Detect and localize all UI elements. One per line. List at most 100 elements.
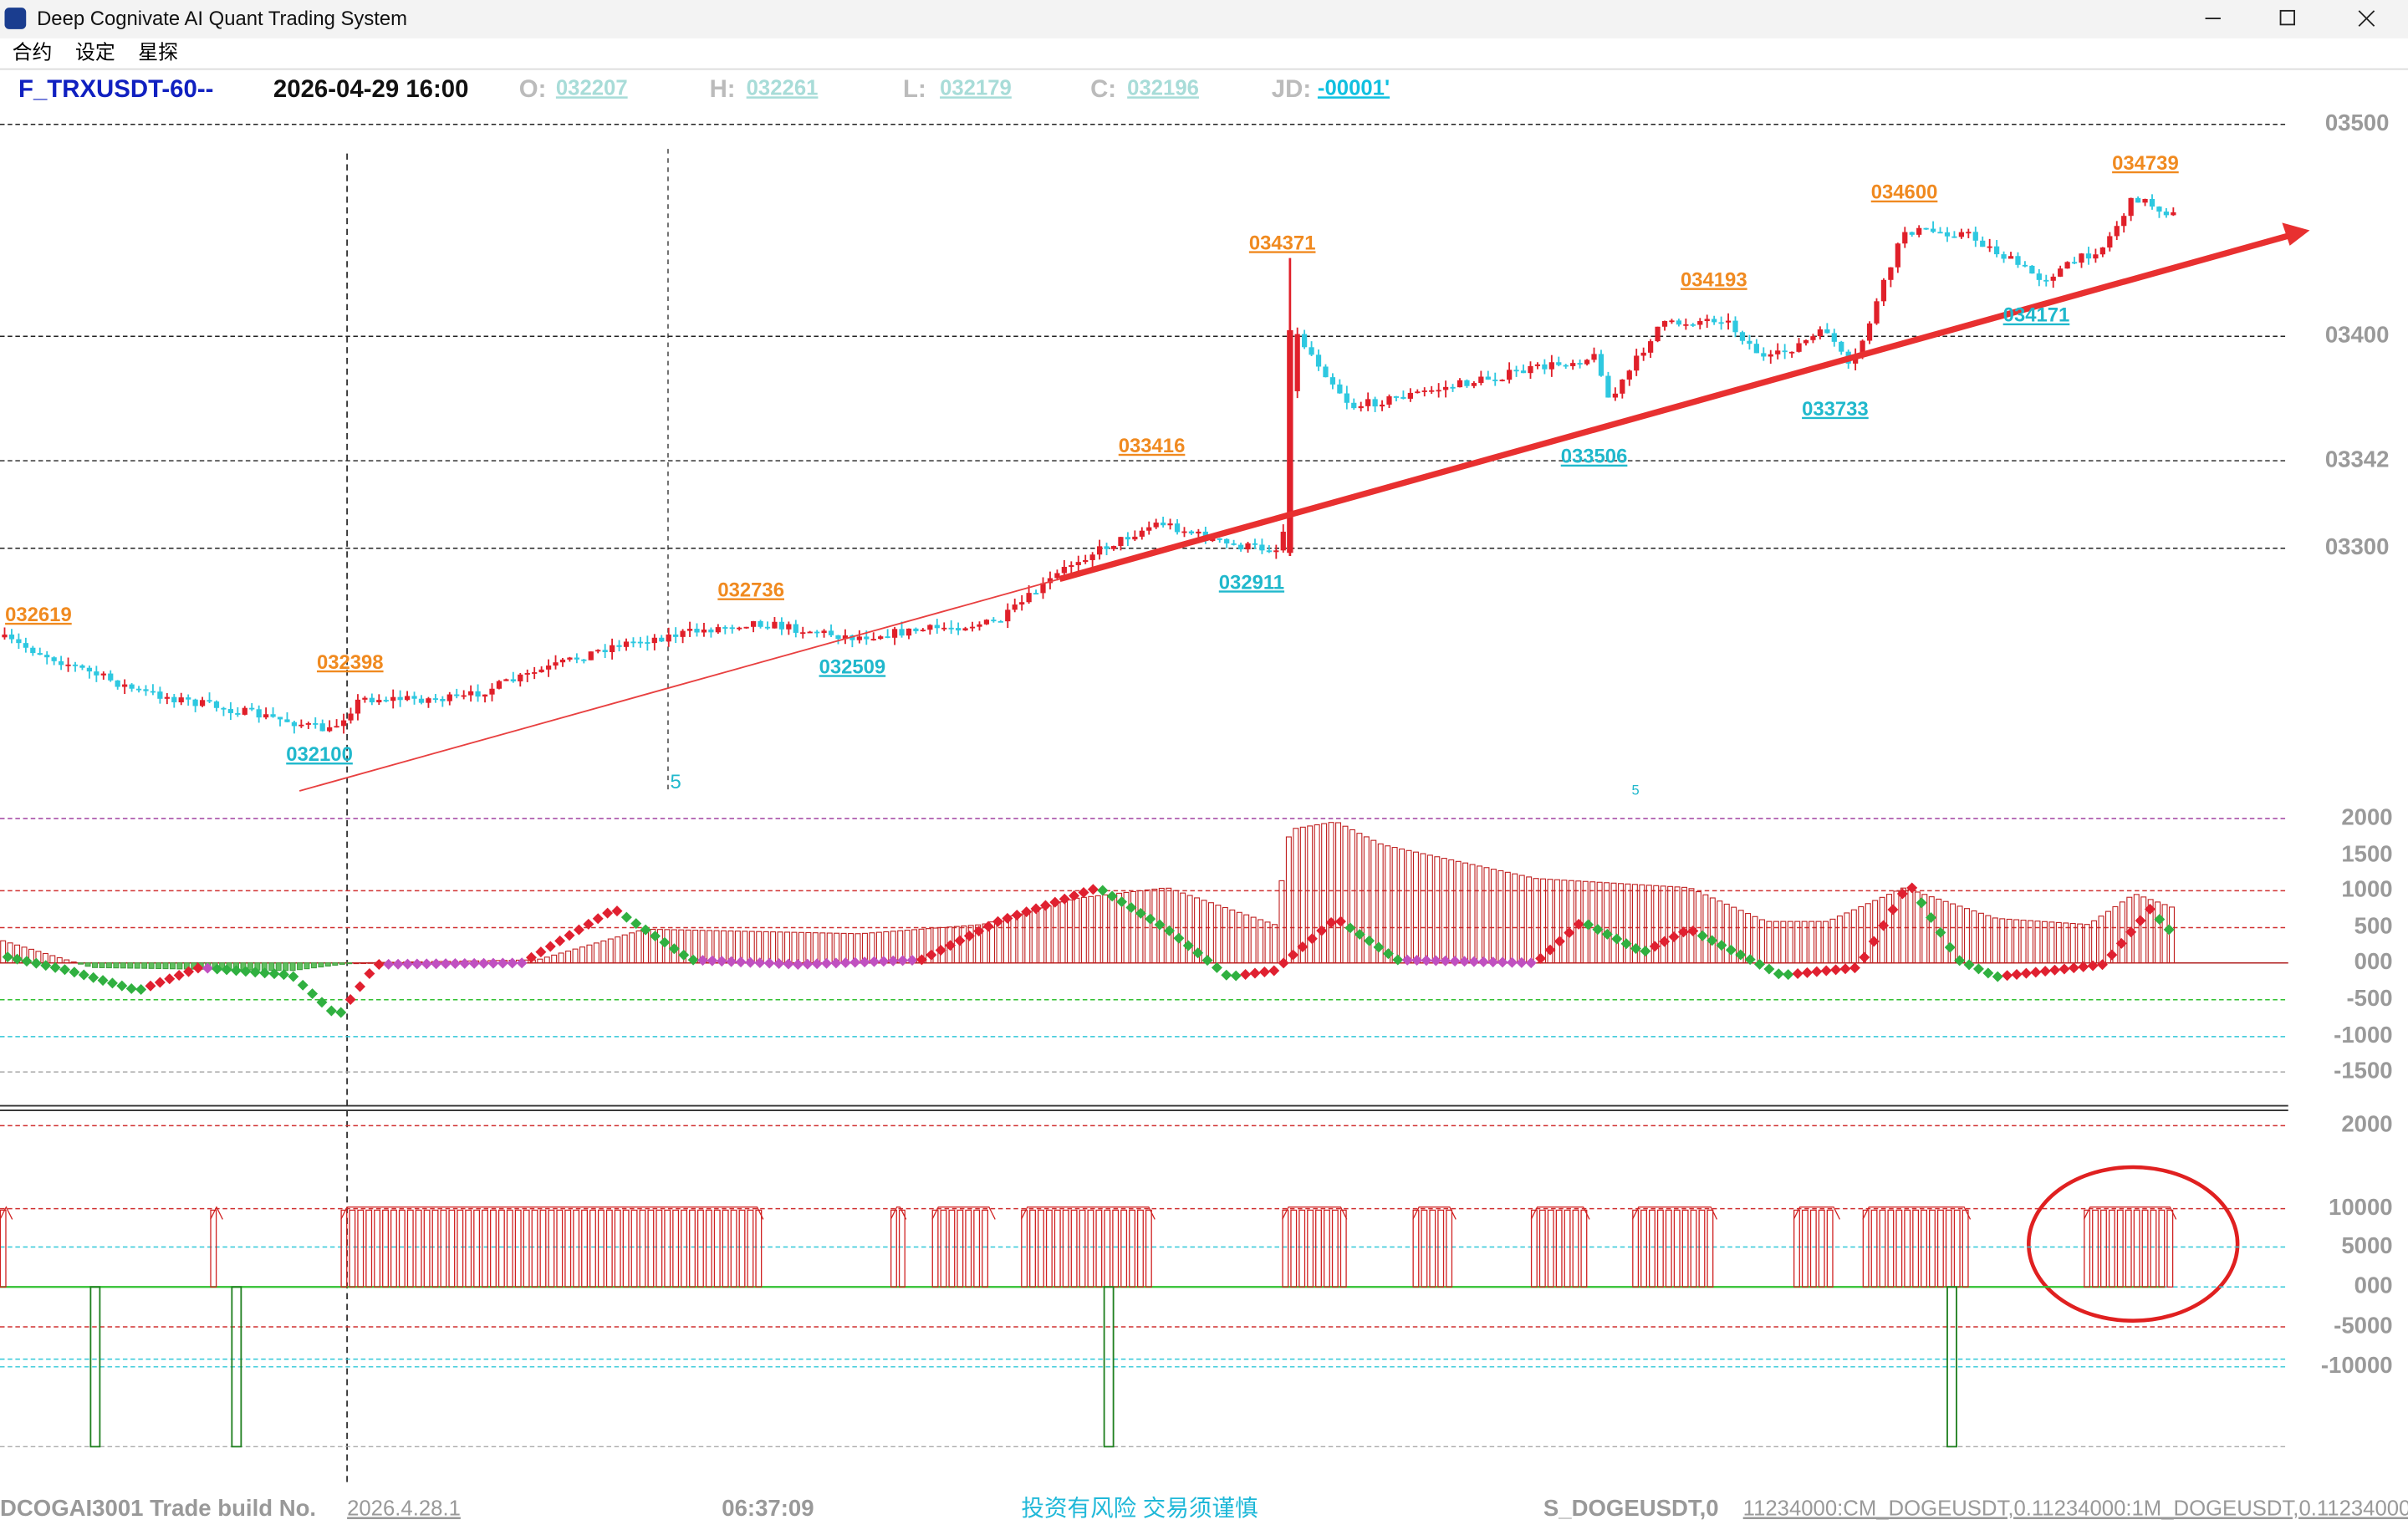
menu-bar: [0, 38, 2408, 69]
candle-body: [221, 707, 227, 710]
indicator-bar: [2063, 922, 2069, 964]
indicator-bar: [99, 962, 105, 968]
indicator-bar: [678, 929, 685, 964]
menu-item[interactable]: 星探: [138, 42, 178, 64]
signal-dot: [897, 955, 909, 967]
signal-cap: [340, 1206, 764, 1220]
indicator-bar: [2055, 921, 2062, 964]
signal-dot: [1820, 965, 1832, 977]
candle-body: [1874, 301, 1880, 324]
menu-item[interactable]: 合约: [13, 42, 53, 64]
signal-bar: [1564, 1209, 1571, 1288]
candle-body: [1634, 355, 1640, 371]
indicator-bar: [1653, 885, 1660, 964]
close-button[interactable]: [2358, 10, 2375, 27]
indicator-bar: [1137, 890, 1144, 964]
candle-body: [878, 636, 884, 640]
candle-body: [666, 634, 671, 642]
signal-dot: [1135, 907, 1146, 919]
signal-dot: [202, 962, 213, 974]
signal-bar: [2084, 1209, 2091, 1288]
signal-dot: [573, 924, 584, 936]
candle-body: [1584, 360, 1590, 365]
candle-body: [213, 701, 220, 708]
candle-body: [115, 680, 120, 687]
candle-body: [559, 659, 566, 663]
candle-body: [2085, 253, 2092, 259]
indicator-bar: [1660, 885, 1666, 964]
signal-dot: [1696, 930, 1708, 941]
signal-bar: [1412, 1209, 1420, 1288]
signal-dot: [783, 958, 794, 970]
signal-bar: [1887, 1209, 1895, 1288]
signal-dot: [792, 959, 804, 971]
indicator-bar: [49, 955, 56, 964]
candle-body: [2064, 262, 2070, 269]
candle-body: [545, 666, 552, 670]
clock: 06:37:09: [722, 1495, 814, 1521]
indicator-bar: [1561, 880, 1568, 964]
indicator-bar: [1815, 921, 1822, 964]
signal-dot: [602, 907, 614, 919]
indicator-bar: [1059, 901, 1066, 964]
signal-cap: [1793, 1206, 1840, 1220]
indicator-bar: [1823, 921, 1829, 964]
candle-body: [645, 642, 650, 644]
indicator-bar: [967, 925, 974, 964]
indicator-bar: [2006, 918, 2013, 964]
indicator-bar: [791, 931, 798, 964]
indicator-bar: [537, 958, 543, 964]
indicator-bar: [1215, 905, 1222, 964]
signal-dot: [1564, 927, 1575, 939]
indicator-bar: [805, 931, 812, 964]
signal-bar: [2125, 1209, 2132, 1288]
signal-bar: [597, 1209, 605, 1288]
signal-dot: [1364, 935, 1375, 946]
signal-dot: [668, 943, 680, 955]
indicator-bar: [1045, 905, 1052, 964]
indicator-axis-label: 1500: [2341, 840, 2392, 866]
candle-body: [79, 665, 85, 668]
indicator-bar: [1426, 854, 1433, 964]
signal-dot: [364, 968, 375, 980]
candle-body: [1909, 232, 1915, 235]
signal-bar: [1649, 1209, 1656, 1288]
candle-body: [1245, 543, 1251, 550]
indicator-bar: [1737, 910, 1744, 964]
signal-dot: [1935, 926, 1946, 938]
candle-body: [313, 723, 319, 725]
signal-bar: [1339, 1209, 1347, 1288]
indicator-bar: [1950, 903, 1956, 964]
candle-body: [1061, 567, 1067, 574]
candle-body: [1224, 538, 1230, 543]
candle-body: [1083, 559, 1089, 563]
indicator-bar: [1031, 909, 1038, 964]
menu-item[interactable]: 设定: [75, 42, 115, 64]
candle-body: [821, 630, 827, 634]
candle-body: [1648, 341, 1654, 353]
signal-dot: [335, 1007, 347, 1018]
indicator-bar: [2098, 916, 2104, 964]
candle-body: [1153, 523, 1159, 528]
candle-body: [1492, 380, 1498, 381]
indicator-bar: [1645, 885, 1652, 964]
candle-body: [885, 636, 890, 638]
candle-body: [291, 722, 298, 727]
signal-dot: [288, 971, 299, 982]
signal-dot: [1811, 966, 1823, 977]
signal-dot: [1716, 940, 1727, 951]
symbol: F_TRXUSDT-60--: [18, 75, 213, 103]
indicator-bar: [2034, 921, 2041, 964]
restore-button[interactable]: [2279, 9, 2296, 26]
candle-body: [1019, 602, 1025, 605]
candle-body: [651, 637, 657, 644]
candle-body: [1337, 384, 1343, 394]
indicator-bar: [1109, 893, 1115, 964]
signal-dot: [507, 957, 518, 969]
indicator-bar: [1385, 845, 1391, 964]
candle-body: [1139, 530, 1145, 537]
candle-body: [108, 673, 114, 681]
candle-body: [383, 700, 389, 701]
indicator-bar: [310, 962, 317, 969]
